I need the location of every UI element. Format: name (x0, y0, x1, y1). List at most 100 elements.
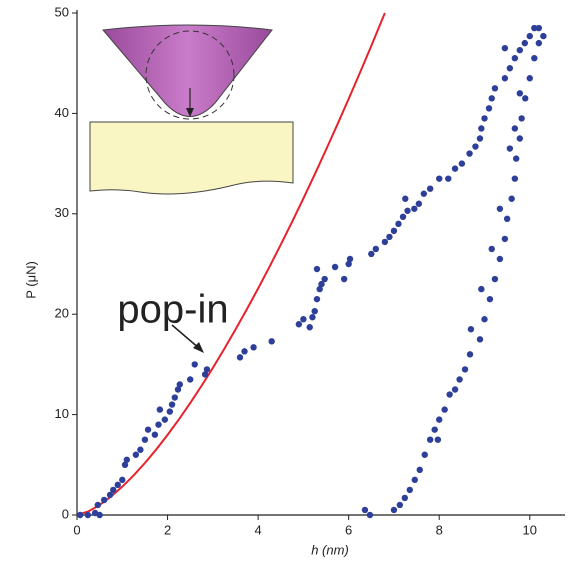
data-point (236, 354, 244, 361)
x-tick-label: 0 (73, 522, 80, 537)
data-point (404, 207, 411, 214)
x-tick-label: 8 (436, 522, 443, 537)
y-tick-label: 40 (55, 105, 69, 120)
data-point (518, 115, 525, 122)
data-point (402, 195, 409, 202)
data-point (478, 285, 485, 293)
data-point (340, 275, 348, 283)
data-point (386, 233, 393, 241)
data-point (467, 326, 475, 333)
data-point (114, 481, 121, 489)
y-tick-label: 50 (55, 4, 69, 19)
x-tick-label: 10 (523, 522, 537, 537)
y-tick-label: 0 (62, 506, 69, 521)
data-point (526, 75, 533, 82)
data-point (508, 195, 515, 202)
data-point (516, 90, 524, 97)
data-point (503, 215, 511, 223)
data-point (535, 39, 543, 47)
data-point (166, 408, 174, 415)
data-point (461, 366, 469, 373)
data-point (346, 255, 354, 263)
data-point (268, 338, 275, 345)
data-point (171, 394, 178, 401)
data-point (401, 494, 409, 502)
data-point (496, 255, 504, 263)
sample (89, 121, 294, 195)
data-point (496, 205, 504, 212)
annotation-arrow (171, 324, 201, 350)
data-point (458, 160, 466, 167)
data-point (300, 316, 307, 323)
data-point (76, 511, 84, 519)
data-point (361, 506, 369, 514)
data-point (316, 285, 323, 293)
data-point (100, 496, 108, 504)
data-point (511, 54, 519, 62)
data-point (501, 75, 509, 82)
data-point (488, 95, 495, 102)
data-point (390, 227, 398, 235)
data-point (516, 46, 524, 54)
data-point (522, 95, 529, 102)
data-point (476, 336, 484, 343)
data-point (311, 307, 318, 315)
data-point (161, 416, 169, 423)
data-point (540, 32, 547, 40)
data-point (451, 165, 459, 172)
data-point (381, 238, 389, 246)
data-point (321, 275, 328, 283)
data-point (155, 421, 162, 428)
data-point (481, 316, 488, 323)
data-point (531, 24, 538, 32)
annotation-arrow-head (193, 342, 204, 353)
arrow-head (186, 108, 194, 117)
y-tick-label: 30 (55, 205, 69, 220)
data-point (110, 486, 117, 494)
data-point (411, 476, 418, 484)
data-point (306, 324, 313, 331)
data-point (396, 501, 404, 509)
data-point (395, 220, 402, 228)
data-point (426, 185, 434, 192)
data-point (446, 391, 453, 398)
data-point (399, 213, 407, 221)
data-point (472, 143, 479, 150)
data-point (390, 506, 398, 514)
data-point (295, 321, 303, 328)
data-point (516, 135, 524, 142)
data-point (345, 260, 352, 268)
data-point (526, 32, 533, 40)
data-point (501, 235, 509, 243)
sphere-outline (145, 30, 235, 120)
data-point (144, 426, 152, 433)
data-point (96, 511, 103, 519)
data-point (436, 416, 443, 423)
data-point (476, 135, 484, 142)
data-point (451, 386, 459, 393)
data-point (456, 376, 463, 383)
data-point (512, 155, 520, 162)
data-point (434, 436, 442, 443)
x-tick-label: 6 (345, 522, 352, 537)
data-point (411, 205, 418, 212)
data-point (366, 511, 374, 519)
data-point (201, 371, 209, 378)
data-point (186, 376, 194, 383)
data-point (318, 280, 325, 288)
data-point (521, 39, 528, 47)
data-point (137, 446, 144, 453)
data-point (488, 245, 495, 253)
data-point (421, 451, 428, 458)
data-point (141, 436, 149, 443)
data-point (331, 263, 339, 271)
inset (89, 24, 294, 195)
data-point (121, 461, 129, 468)
data-point (176, 381, 183, 388)
data-point (436, 175, 443, 182)
annotation: pop-in (117, 288, 228, 332)
data-point (416, 466, 423, 474)
data-point (535, 24, 543, 32)
data-point (511, 175, 519, 182)
data-point (106, 491, 114, 499)
